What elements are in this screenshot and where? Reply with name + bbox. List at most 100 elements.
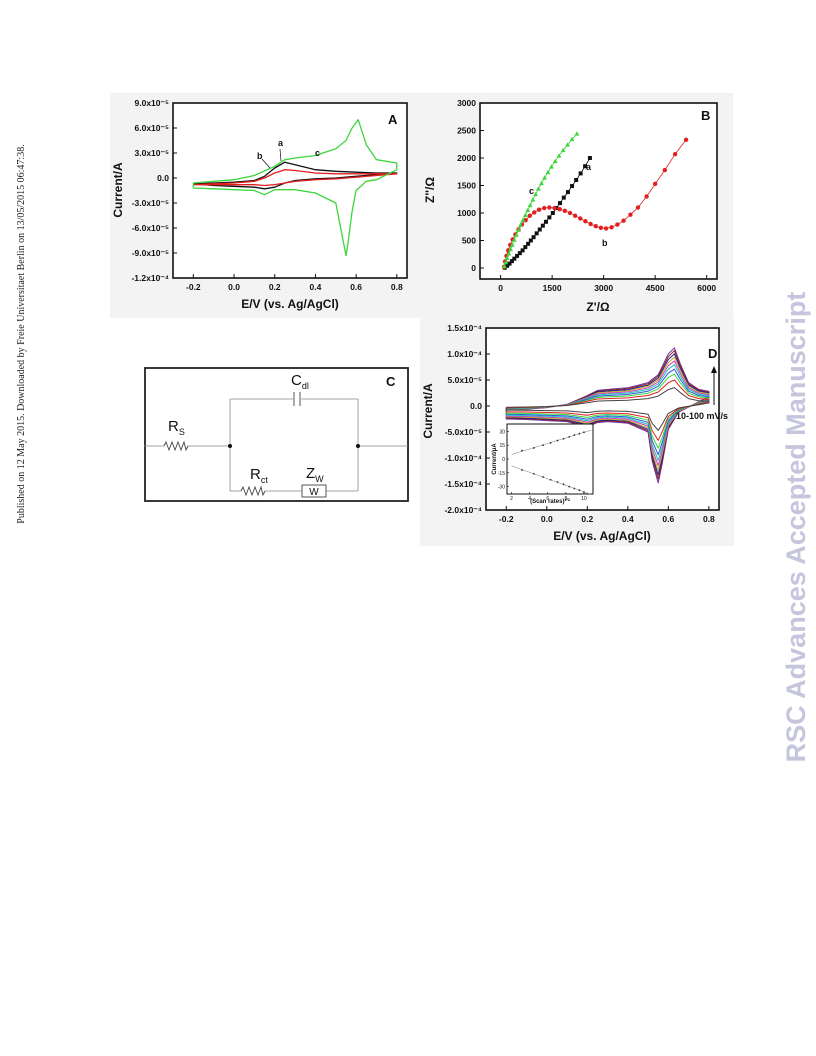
panel-a-x-tick-label: 0.6 xyxy=(350,282,362,292)
panel-d-x-tick-label: 0.4 xyxy=(622,514,634,524)
inset-point xyxy=(542,476,544,478)
inset-x-tick-label: 2 xyxy=(510,496,513,502)
panel-a-letter: A xyxy=(388,112,398,127)
inset-y-tick-label: -30 xyxy=(498,485,505,491)
inset-point xyxy=(562,483,565,486)
panel-b-point-b xyxy=(542,205,547,211)
inset-y-axis-title: Current/μA xyxy=(492,443,498,475)
panel-b-point-b xyxy=(578,216,583,221)
inset-point xyxy=(556,481,559,483)
panel-b-point-c xyxy=(549,164,554,169)
panel-b-point-b xyxy=(557,206,562,212)
panel-b-point-b xyxy=(532,210,537,215)
panel-b-point-b xyxy=(598,225,604,231)
panel-b-point-b xyxy=(609,225,614,230)
panel-a-x-tick-label: 0.4 xyxy=(310,282,322,292)
panel-b-point-a xyxy=(570,184,575,189)
panel-b-x-tick-label: 4500 xyxy=(646,283,665,293)
panel-a-x-tick-label: 0.8 xyxy=(391,282,403,292)
circuit-wires xyxy=(144,398,408,492)
junction-right xyxy=(356,444,360,448)
panel-b-point-c xyxy=(560,147,566,153)
inset-point xyxy=(562,437,565,440)
panel-b-point-c xyxy=(542,175,547,180)
inset-x-tick-label: 6 xyxy=(546,496,549,502)
panel-a-series-c xyxy=(192,119,398,257)
inset-point xyxy=(568,485,571,488)
panel-b-point-a xyxy=(505,263,510,268)
panel-b-x-tick-label: 0 xyxy=(498,283,503,293)
panel-a-x-axis-title: E/V (vs. Ag/AgCl) xyxy=(241,297,339,311)
resistor-rct-symbol xyxy=(240,485,266,497)
panel-d-series-20mvs xyxy=(505,379,710,441)
panel-d-y-tick-label: -2.0x10⁻⁴ xyxy=(444,505,482,515)
panel-a-label-c: c xyxy=(315,148,320,158)
panel-a-x-tick-label: 0.2 xyxy=(269,282,281,292)
panel-b-point-b xyxy=(567,210,573,216)
inset-point xyxy=(578,432,581,435)
panel-d-x-axis-title: E/V (vs. Ag/AgCl) xyxy=(553,529,651,543)
panel-d-y-tick-label: 5.0x10⁻⁵ xyxy=(448,375,482,385)
panel-b-point-c xyxy=(501,263,507,269)
label-cdl: Cdl xyxy=(291,372,309,391)
panel-d-y-tick-label: -1.5x10⁻⁴ xyxy=(444,479,482,489)
panel-d-y-tick-label: 0.0 xyxy=(470,401,482,411)
inset-y-tick-label: -15 xyxy=(498,471,505,477)
panel-b-point-a xyxy=(515,253,520,258)
panel-a-pointer-b xyxy=(261,158,271,169)
panel-b-point-c xyxy=(574,131,580,136)
panel-a-pointer-a xyxy=(279,148,282,162)
panel-b-point-c xyxy=(520,217,526,222)
panel-b-point-a xyxy=(507,261,512,266)
panel-b-point-b xyxy=(652,181,658,187)
panel-b-y-tick-label: 0 xyxy=(471,263,476,273)
panel-b-point-b xyxy=(621,218,626,223)
inset-point xyxy=(549,441,552,444)
panel-a-y-tick-label: 9.0x10⁻⁵ xyxy=(135,98,169,108)
panel-b-x-axis-title: Z'/Ω xyxy=(586,300,610,314)
resistor-rs-symbol xyxy=(163,440,189,452)
panel-b-x-tick-label: 6000 xyxy=(697,283,716,293)
panel-b-point-b xyxy=(615,222,620,227)
panel-b-point-c xyxy=(569,136,575,142)
inset-point xyxy=(573,434,576,436)
panel-b-label-b: b xyxy=(602,238,608,248)
panel-b-point-a xyxy=(528,238,533,243)
panel-d-x-tick-label: 0.2 xyxy=(581,514,593,524)
capacitor-cdl-symbol xyxy=(293,392,301,406)
inset-y-tick-label: 0 xyxy=(502,457,505,463)
panel-d-y-tick-label: -1.0x10⁻⁴ xyxy=(444,453,482,463)
inset-frame xyxy=(506,423,594,495)
warburg-box-label: W xyxy=(309,487,319,498)
panel-b-y-tick-label: 2500 xyxy=(457,126,476,136)
panel-c-letter: C xyxy=(386,374,396,389)
panel-b-point-b xyxy=(547,205,552,210)
panel-b-y-tick-label: 1000 xyxy=(457,208,476,218)
inset-point xyxy=(573,487,576,490)
junction-left xyxy=(228,444,232,448)
panel-b-point-b xyxy=(635,205,641,210)
panel-a-y-tick-label: -6.0x10⁻⁵ xyxy=(132,223,169,233)
panel-b-point-c xyxy=(518,222,523,227)
panel-b-point-a xyxy=(540,223,545,228)
panel-b-point-c xyxy=(535,186,541,191)
inset-point xyxy=(521,469,523,471)
panel-b-point-a xyxy=(534,231,539,236)
inset-y-tick-label: 30 xyxy=(499,429,505,435)
panel-b-point-a xyxy=(550,211,555,215)
panel-b-point-c xyxy=(503,259,509,265)
panel-b-point-a xyxy=(531,235,536,240)
panel-a-label-b: b xyxy=(257,151,263,161)
panel-d-x-tick-label: 0.0 xyxy=(541,514,553,524)
panel-a-y-tick-label: 0.0 xyxy=(157,173,169,183)
inset-fit-line-anodic xyxy=(511,429,592,455)
panel-b-point-b xyxy=(552,205,557,211)
panel-b-point-c xyxy=(539,180,544,186)
panel-b-point-c xyxy=(525,207,531,213)
inset-x-tick-label: 4 xyxy=(528,496,531,502)
panel-b-y-axis-title: Z''/Ω xyxy=(423,177,437,203)
panel-d-x-tick-label: 0.8 xyxy=(703,514,715,524)
panel-d-letter: D xyxy=(708,346,717,361)
panel-b-point-c xyxy=(522,212,528,217)
panel-b-point-b xyxy=(562,208,568,213)
